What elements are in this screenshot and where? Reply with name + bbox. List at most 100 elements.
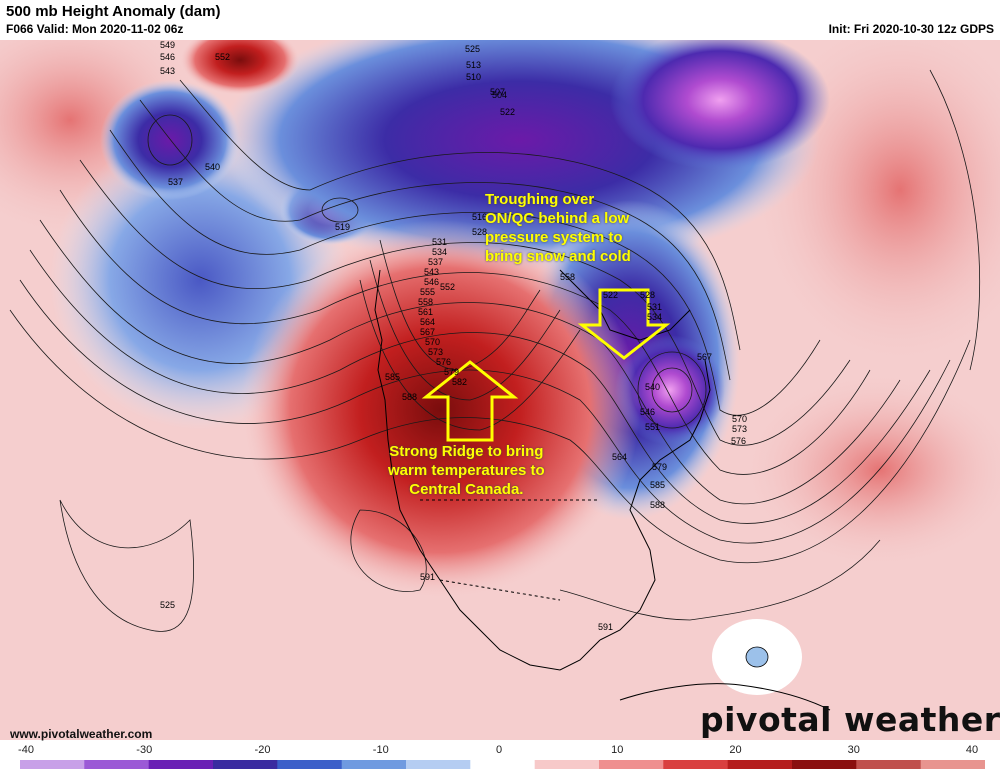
contour-line	[359, 279, 581, 431]
quebec-low	[615, 335, 725, 445]
contour-label: 551	[645, 422, 660, 432]
hudson-bay-coast	[559, 269, 691, 341]
us-mexico-border	[439, 579, 561, 601]
contour-label: 507	[490, 87, 505, 97]
contour-label: 540	[205, 162, 220, 172]
contour-ring	[651, 367, 693, 413]
contour-label: 564	[612, 452, 627, 462]
contour-label: 549	[160, 40, 175, 50]
colorbar-tick-label: 10	[611, 744, 624, 756]
colorbar	[20, 760, 985, 769]
contour-591-pacific	[59, 499, 195, 632]
contour-line	[79, 159, 851, 446]
colorbar-tick-label: 20	[729, 744, 742, 756]
contour-line	[139, 99, 731, 381]
contour-label: 543	[160, 66, 175, 76]
contour-label: 588	[650, 500, 665, 510]
contour-label: 540	[645, 382, 660, 392]
siberia-ridge	[180, 40, 300, 95]
contour-line	[29, 249, 931, 524]
website-url[interactable]: www.pivotalweather.com	[10, 727, 153, 741]
contour-label: 519	[335, 222, 350, 232]
ridge-annotation-line: Strong Ridge to bring	[389, 443, 544, 460]
colorbar-segment	[792, 760, 857, 769]
contour-label: 537	[168, 177, 183, 187]
contour-label: 585	[385, 372, 400, 382]
ridge-arrow-icon	[421, 360, 519, 442]
contour-585-atlantic	[929, 69, 981, 371]
contour-label: 534	[647, 312, 662, 322]
contour-label: 579	[444, 367, 459, 377]
contour-line	[9, 309, 971, 564]
height-contours	[9, 69, 981, 632]
contour-line	[19, 279, 951, 544]
contour-label: 504	[492, 90, 507, 100]
contour-label: 522	[603, 290, 618, 300]
contour-label: 576	[436, 357, 451, 367]
contour-label: 567	[697, 352, 712, 362]
coastlines	[374, 269, 831, 711]
colorbar-segment	[148, 760, 214, 769]
contour-label: 570	[425, 337, 440, 347]
ridge-annotation-line: warm temperatures to	[388, 462, 545, 479]
contour-label: 546	[424, 277, 439, 287]
colorbar-segment	[341, 760, 407, 769]
colorbar-tick-label: 40	[965, 744, 979, 756]
contour-label: 513	[466, 60, 481, 70]
contour-label: 567	[420, 327, 435, 337]
trough-annotation-line: ON/QC behind a low	[485, 210, 630, 227]
colorbar-segment	[406, 760, 471, 769]
colorbar-tick-label: -20	[254, 744, 271, 756]
trough-arrow-icon	[577, 288, 671, 360]
contour-label: 552	[215, 52, 230, 62]
contour-label: 561	[418, 307, 433, 317]
colorbar-tick-label: -10	[372, 744, 389, 756]
contour-ring	[147, 114, 193, 166]
contour-label: 510	[466, 72, 481, 82]
caribbean-islands	[619, 683, 831, 711]
contour-label: 525	[160, 600, 175, 610]
contour-label: 576	[731, 436, 746, 446]
contour-label: 591	[420, 572, 435, 582]
contour-labels: 5495465435525375405195135105075045225255…	[160, 40, 747, 632]
colorbar-tick-label: 0	[495, 744, 503, 756]
contour-label: 528	[472, 227, 487, 237]
ridge-annotation: Strong Ridge to bring warm temperatures …	[388, 442, 545, 499]
warm-anomaly-east	[740, 370, 1000, 570]
contour-label: 588	[402, 392, 417, 402]
pivotal-weather-logo: pivotal weather	[700, 700, 1000, 739]
colorbar-segment	[20, 760, 85, 769]
contour-label: 531	[647, 302, 662, 312]
central-ridge	[240, 220, 640, 600]
contour-line	[109, 129, 821, 416]
contour-label: 558	[418, 297, 433, 307]
west-coast	[374, 269, 601, 671]
contour-label: 570	[732, 414, 747, 424]
east-coast	[599, 359, 711, 641]
contour-label: 543	[424, 267, 439, 277]
contour-label: 582	[452, 377, 467, 387]
colorbar-segment	[470, 760, 536, 769]
contour-label: 555	[420, 287, 435, 297]
anomaly-map: 5495465435525375405195135105075045225255…	[0, 40, 1000, 740]
colorbar-segment	[599, 760, 664, 769]
colorbar-segment	[920, 760, 985, 769]
init-time: Init: Fri 2020-10-30 12z GDPS	[828, 22, 994, 36]
contour-label: 522	[500, 107, 515, 117]
colorbar-segment	[213, 760, 278, 769]
contour-ring	[321, 197, 359, 223]
colorbar-segment	[856, 760, 922, 769]
colorbar-segment	[84, 760, 150, 769]
contour-label: 516	[472, 212, 487, 222]
contour-label: 534	[432, 247, 447, 257]
contour-label: 546	[640, 407, 655, 417]
colorbar-tick-label: -40	[18, 744, 34, 756]
contour-label: 585	[650, 480, 665, 490]
contour-label: 546	[160, 52, 175, 62]
contour-label: 528	[640, 290, 655, 300]
caribbean-low	[745, 646, 769, 668]
contour-585-southwest	[350, 509, 427, 592]
contour-label: 531	[432, 237, 447, 247]
contour-label: 573	[732, 424, 747, 434]
